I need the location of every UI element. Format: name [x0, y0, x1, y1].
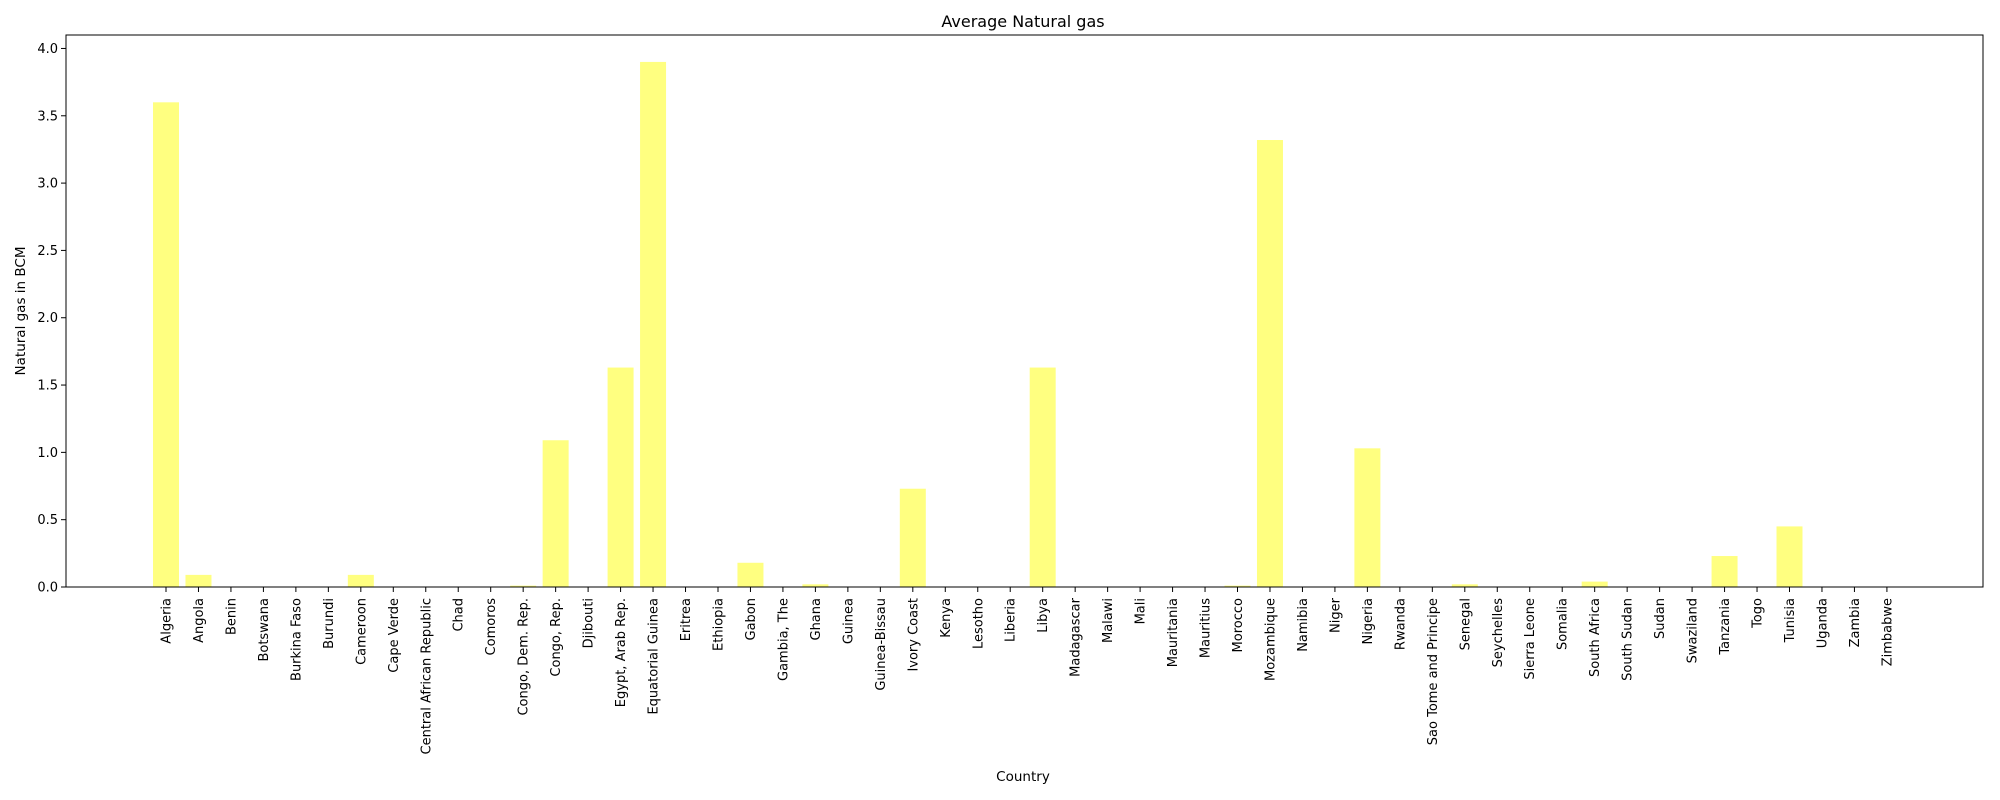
chart-title: Average Natural gas [941, 12, 1104, 31]
x-tick-label: Tanzania [1718, 598, 1733, 656]
bar-tunisia [1776, 526, 1803, 587]
y-tick-label: 0.5 [37, 513, 58, 528]
x-axis-title: Country [996, 769, 1050, 785]
bar-angola [185, 574, 212, 587]
y-tick-label: 3.0 [37, 177, 58, 192]
bar-congo-dem-rep [510, 585, 537, 587]
x-tick-label: Zimbabwe [1880, 598, 1895, 666]
x-tick-label: Eritrea [679, 598, 694, 641]
x-tick-label: Cape Verde [387, 598, 402, 673]
x-tick-label: Central African Republic [419, 598, 434, 754]
bar-libya [1029, 367, 1056, 587]
x-tick-label: Congo, Dem. Rep. [517, 598, 532, 716]
y-axis: 0.0 0.5 1.0 1.5 2.0 2.5 3.0 3.5 4.0 [37, 42, 66, 596]
bar-morocco [1224, 585, 1251, 587]
x-tick-label: Comoros [484, 598, 499, 656]
bar-south-africa [1581, 581, 1608, 587]
y-tick-label: 4.0 [37, 42, 58, 57]
bars-layer [153, 61, 1803, 588]
x-tick-label: Gambia, The [776, 598, 791, 681]
x-tick-label: Mauritius [1199, 598, 1214, 658]
x-tick-label: Seychelles [1491, 598, 1506, 668]
x-tick-label: Libya [1036, 598, 1051, 633]
y-tick-label: 3.5 [37, 109, 58, 124]
x-tick-label: Chad [452, 598, 467, 632]
x-tick-label: South Sudan [1621, 598, 1636, 681]
x-tick-label: Egypt, Arab Rep. [614, 598, 629, 707]
bar-gabon [737, 562, 764, 587]
x-tick-label: Malawi [1101, 598, 1116, 643]
bar-equatorial-guinea [640, 61, 667, 588]
x-tick-label: Niger [1328, 597, 1343, 633]
x-tick-label: Benin [224, 598, 239, 635]
x-tick-label: Ghana [809, 598, 824, 641]
x-tick-label: Morocco [1231, 598, 1246, 652]
x-tick-label: Ethiopia [711, 598, 726, 651]
plot-area-frame [65, 34, 1984, 588]
x-tick-label: Guinea-Bissau [874, 598, 889, 691]
x-tick-label: Rwanda [1393, 598, 1408, 650]
y-tick-label: 2.5 [37, 244, 58, 259]
x-tick-label: Ivory Coast [906, 598, 921, 672]
bar-mozambique [1256, 140, 1283, 587]
bar-ghana [802, 584, 829, 587]
x-tick-label: Sao Tome and Principe [1426, 598, 1441, 745]
x-tick-label: Zambia [1848, 598, 1863, 647]
bar-congo-rep [542, 440, 569, 587]
x-tick-label: Liberia [1004, 598, 1019, 642]
bar-nigeria [1354, 448, 1381, 587]
x-tick-label: Sierra Leone [1523, 598, 1538, 680]
x-tick-label: Botswana [257, 598, 272, 662]
x-tick-label: Djibouti [582, 598, 597, 648]
x-tick-label: Cameroon [354, 598, 369, 665]
x-tick-label: Lesotho [971, 598, 986, 649]
x-tick-label: Equatorial Guinea [647, 598, 662, 715]
x-tick-label: Madagascar [1069, 597, 1084, 677]
x-tick-label: Mali [1134, 598, 1149, 624]
x-tick-label: South Africa [1588, 598, 1603, 677]
x-tick-label: Tunisia [1783, 598, 1798, 643]
bar-tanzania [1711, 556, 1738, 587]
x-tick-label: Mauritania [1166, 598, 1181, 667]
x-tick-label: Sudan [1653, 598, 1668, 639]
y-axis-title: Natural gas in BCM [13, 247, 29, 376]
x-axis: Algeria Angola Benin Botswana Burkina Faso Bu… [160, 587, 1895, 754]
y-tick-label: 2.0 [37, 311, 58, 326]
x-tick-label: Congo, Rep. [549, 598, 564, 677]
x-tick-label: Senegal [1458, 598, 1473, 650]
y-tick-label: 1.5 [37, 379, 58, 394]
x-tick-label: Uganda [1815, 598, 1830, 648]
bar-cameroon [347, 574, 374, 587]
x-tick-label: Burundi [322, 598, 337, 649]
x-tick-label: Mozambique [1263, 598, 1278, 681]
x-tick-label: Namibia [1296, 598, 1311, 652]
x-tick-label: Togo [1751, 598, 1766, 629]
bar-senegal [1451, 584, 1478, 587]
x-tick-label: Guinea [841, 598, 856, 644]
bar-egypt-arab-rep [607, 367, 634, 587]
bar-algeria [153, 102, 179, 587]
x-tick-label: Somalia [1556, 598, 1571, 650]
x-tick-label: Nigeria [1361, 598, 1376, 645]
x-tick-label: Angola [192, 598, 207, 643]
x-tick-label: Swaziland [1686, 598, 1701, 663]
x-tick-label: Kenya [939, 598, 954, 638]
y-tick-label: 0.0 [37, 581, 58, 596]
x-tick-label: Burkina Faso [289, 598, 304, 681]
bar-ivory-coast [899, 488, 926, 587]
x-tick-label: Algeria [160, 598, 175, 644]
y-tick-label: 1.0 [37, 446, 58, 461]
x-tick-label: Gabon [744, 598, 759, 641]
